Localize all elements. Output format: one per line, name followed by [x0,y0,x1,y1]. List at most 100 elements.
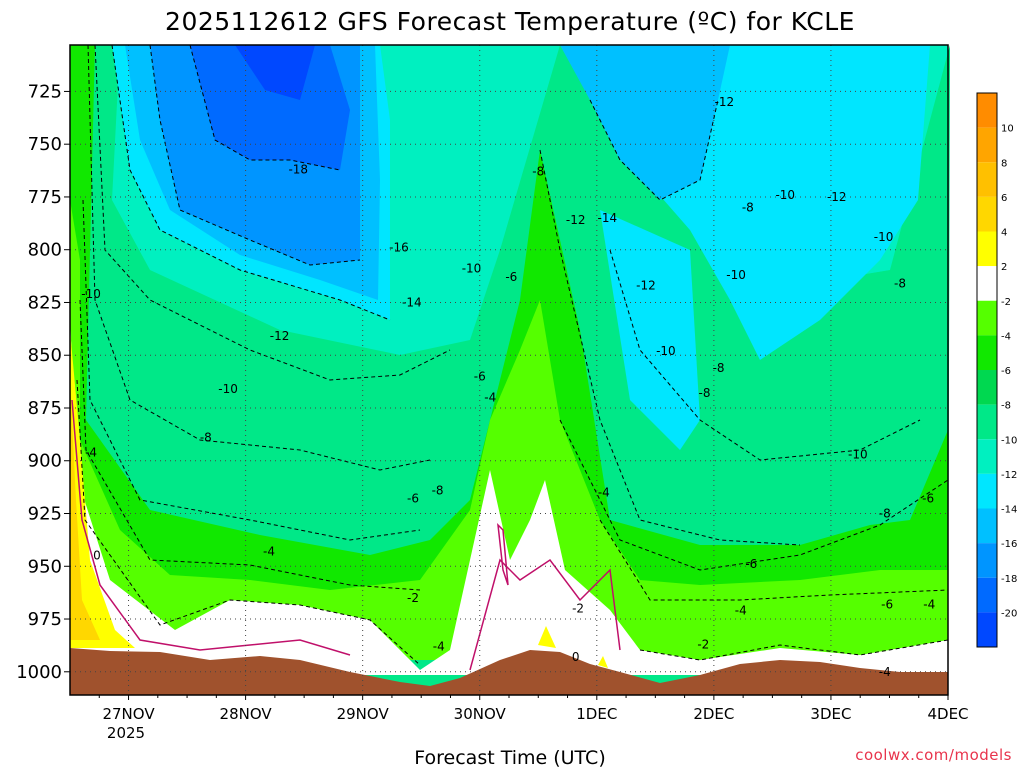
colorbar-label: -8 [1001,401,1011,412]
freezing-contours [71,399,621,671]
y-tick-label: 975 [28,609,62,630]
terrain-surface [70,648,948,695]
contour-label: -8 [713,361,725,375]
colorbar-label: 2 [1001,262,1007,273]
x-axis: 27NOV 28NOV 29NOV 30NOV 1DEC 2DEC 3DEC 4DEC [98,695,969,723]
region-above-0-spot-2 [598,656,608,668]
contour-line-zero [71,399,351,656]
contour-label: -6 [922,492,934,506]
colorbar-swatch [977,473,997,509]
contour-label: -10 [874,230,894,244]
contour-label: -8 [200,431,212,445]
x-tick-label: 29NOV [337,705,390,723]
region-minus-14-right [560,45,730,200]
colorbar-swatch [977,370,997,405]
contour-label: -10 [218,382,238,396]
contour-label: -8 [432,483,444,497]
colorbar-label: -6 [1001,366,1011,377]
contour-label: -8 [532,165,544,179]
region-minus-18 [190,45,350,170]
contour-label: -12 [636,279,656,293]
y-tick-label: 775 [28,187,62,208]
colorbar-label: 6 [1001,193,1007,204]
region-above-minus-2 [70,320,948,675]
x-tick-label: 1DEC [576,705,617,723]
region-above-2 [70,380,100,640]
contour-label: -4 [923,597,935,611]
contour-line-zero-mid [469,558,621,671]
colorbar-swatch [977,196,997,232]
contour-label: -2 [697,637,709,651]
contour-label: -12 [827,190,847,204]
colorbar-swatch [977,266,997,301]
contour-label: -18 [288,163,308,177]
contour-label: -8 [699,386,711,400]
colorbar-swatch [977,335,997,370]
contour-label: -10 [656,344,676,358]
y-tick-label: 1000 [16,662,62,683]
contour-label: -10 [81,287,101,301]
contour-label: 0 [572,650,580,664]
colorbar-swatch [977,127,997,163]
contour-line-right-minus-12 [589,99,719,201]
colorbar-swatch [977,300,997,336]
contour-label: -4 [735,604,747,618]
x-tick-label: 27NOV [102,705,155,723]
plot-area: -18 -16 -14 -12 -10 -10 -8 -6 -4 -4 -2 0 -8 -12 -14 -12… [69,44,950,696]
contour-label: -4 [433,639,445,653]
y-axis: 725 750 775 800 825 850 875 900 925 950 975 1000 [16,81,70,683]
colorbar-label: 4 [1001,228,1007,239]
contour-label: -8 [894,276,906,290]
colorbar-swatch [977,577,997,613]
contour-line-minus-2 [76,379,421,666]
x-tick-label: 3DEC [810,705,851,723]
colorbar-swatch [977,439,997,474]
contour-label: -4 [879,665,891,679]
contour-line-right-minus-2 [639,639,949,661]
region-above-0-spot [538,626,556,648]
colorbar-label: -18 [1001,574,1017,585]
y-tick-label: 725 [28,81,62,102]
colorbar-label: -20 [1001,608,1017,619]
y-tick-label: 950 [28,556,62,577]
x-tick-label: 30NOV [454,705,507,723]
colorbar-label: -16 [1001,539,1017,550]
colorbar-label: -12 [1001,470,1017,481]
colorbar-swatch [977,543,997,578]
contour-label: -2 [407,591,419,605]
y-tick-label: 900 [28,451,62,472]
colorbar-label: -4 [1001,331,1011,342]
colorbar-swatch [977,231,997,267]
colorbar-label: -2 [1001,297,1011,308]
x-tick-year: 2025 [107,724,145,742]
colorbar-swatch [977,612,997,647]
contour-line-right-minus-4 [599,519,949,601]
colorbar-label: -14 [1001,505,1017,516]
contour-label: -10 [848,447,868,461]
colorbar-label: 8 [1001,158,1007,169]
colorbar-swatch [977,508,997,544]
contour-line-minus-18 [189,44,341,171]
credit-text: coolwx.com/models [855,746,1012,764]
colorbar-swatch [977,404,997,440]
contour-label: -8 [879,507,891,521]
colorbar-swatch [977,93,997,128]
contour-label: -6 [881,597,893,611]
contour-line-minus-4 [79,299,421,591]
contour-label: -14 [598,211,618,225]
contour-label: -4 [598,485,610,499]
contour-line-minus-8 [87,44,431,471]
contour-label: -10 [462,262,482,276]
x-tick-label: 2DEC [693,705,734,723]
y-tick-label: 925 [28,504,62,525]
contour-label: -14 [402,295,422,309]
contour-line-minus-16 [149,44,361,266]
chart-title: 2025112612 GFS Forecast Temperature (ºC)… [165,7,855,36]
contour-label: 0 [93,549,101,563]
contour-label: -6 [745,557,757,571]
colorbar-label: -10 [1001,435,1017,446]
y-tick-label: 750 [28,134,62,155]
y-tick-label: 850 [28,345,62,366]
contour-label: -4 [85,445,97,459]
contour-line-right-minus-8 [539,149,801,546]
